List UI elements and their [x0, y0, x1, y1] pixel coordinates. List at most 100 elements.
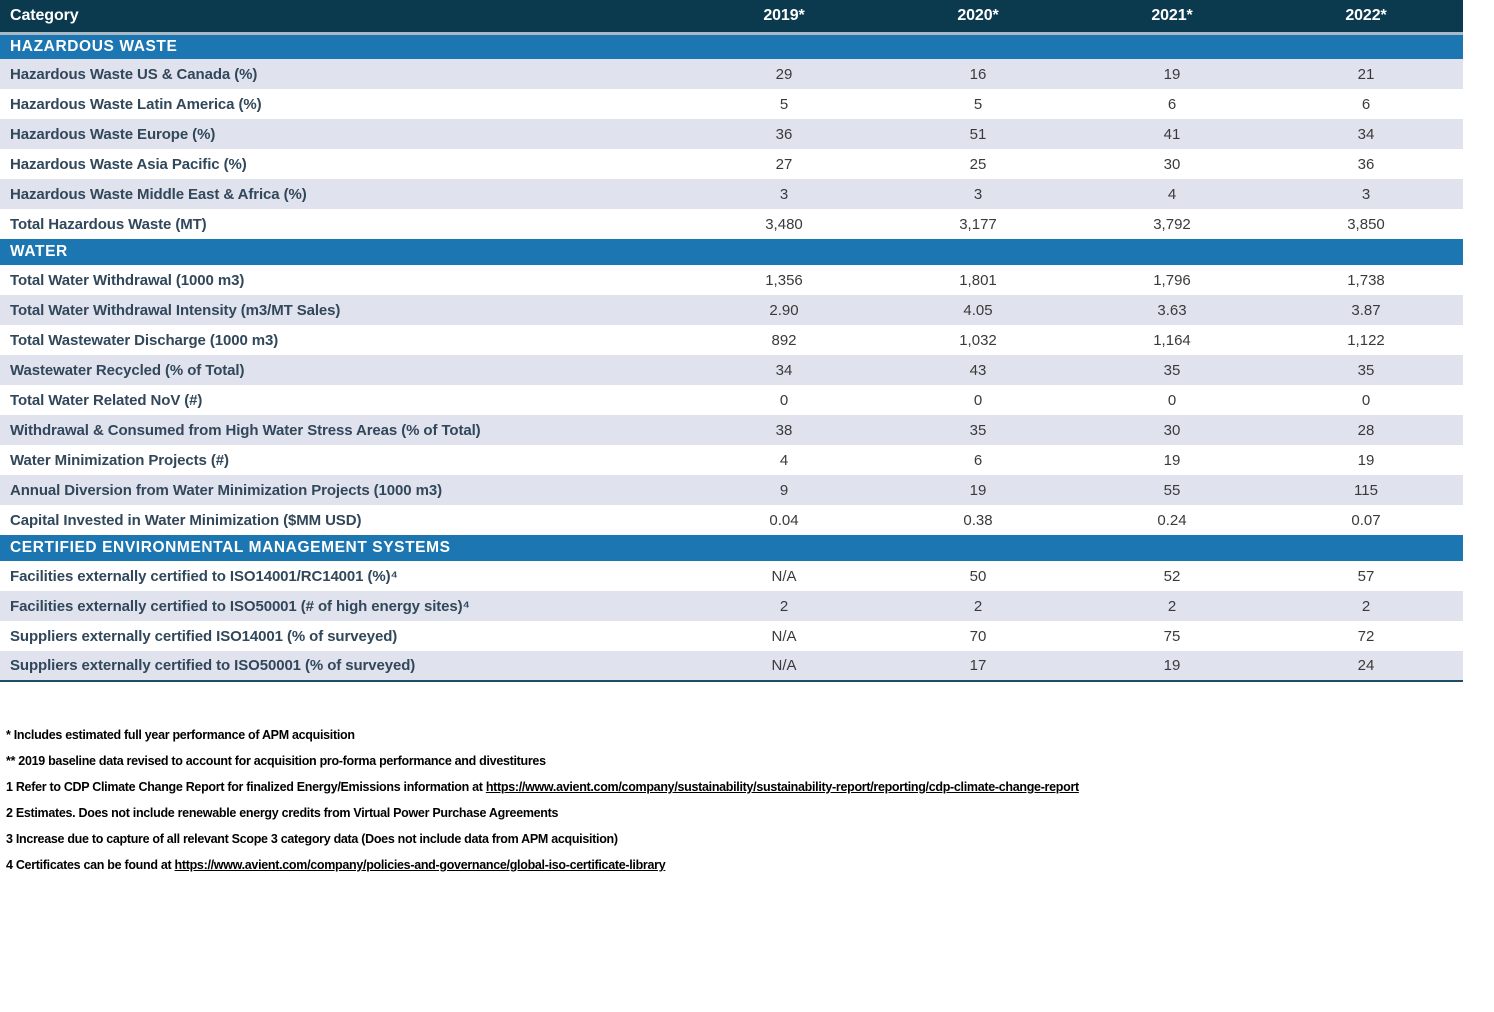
cell-value: 0 [1167, 391, 1177, 409]
table-row: Total Water Withdrawal Intensity (m3/MT … [0, 295, 1463, 325]
table-row: Hazardous Waste Middle East & Africa (%)… [0, 179, 1463, 209]
cell-value: 30 [1163, 421, 1181, 439]
cell-value: 0 [973, 391, 983, 409]
cell-value: 19 [1163, 657, 1181, 674]
cell-value: 0.07 [1351, 511, 1381, 529]
cell-value: N/A [771, 627, 797, 645]
table-row: Withdrawal & Consumed from High Water St… [0, 415, 1463, 445]
footnote-text: * Includes estimated full year performan… [6, 728, 355, 742]
cell-value: 0 [1361, 391, 1371, 409]
row-label: Withdrawal & Consumed from High Water St… [10, 421, 481, 439]
row-label: Suppliers externally certified to ISO500… [10, 657, 416, 674]
footnote: * Includes estimated full year performan… [6, 722, 1494, 748]
cell-value: N/A [771, 657, 797, 674]
row-label: Water Minimization Projects (#) [10, 451, 229, 469]
table-row: Hazardous Waste Europe (%) 36 51 41 34 [0, 119, 1463, 149]
section-title: CERTIFIED ENVIRONMENTAL MANAGEMENT SYSTE… [0, 535, 1463, 561]
table-row: Total Wastewater Discharge (1000 m3) 892 1… [0, 325, 1463, 355]
row-label: Suppliers externally certified ISO14001 … [10, 627, 398, 645]
footnote-text: 2 Estimates. Does not include renewable … [6, 806, 559, 820]
footnote-text: ** 2019 baseline data revised to account… [6, 754, 546, 768]
cell-value: 72 [1357, 627, 1375, 645]
cell-value: 5 [973, 95, 983, 113]
cell-value: 28 [1357, 421, 1375, 439]
row-label: Hazardous Waste US & Canada (%) [10, 65, 258, 83]
cell-value: 1,122 [1347, 331, 1385, 349]
cell-value: 9 [779, 481, 789, 499]
row-label: Total Water Withdrawal (1000 m3) [10, 271, 245, 289]
cell-value: 892 [771, 331, 797, 349]
cell-value: 57 [1357, 567, 1375, 585]
table-row: Hazardous Waste Latin America (%) 5 5 6 6 [0, 89, 1463, 119]
cell-value: 3,850 [1347, 215, 1385, 233]
row-label: Hazardous Waste Latin America (%) [10, 95, 262, 113]
cell-value: 1,356 [765, 271, 803, 289]
cell-value: 3 [973, 185, 983, 203]
cell-value: 51 [969, 125, 987, 143]
footnote: 4 Certificates can be found at https://w… [6, 852, 1494, 878]
cell-value: 2 [973, 597, 983, 615]
cell-value: 0.24 [1157, 511, 1187, 529]
table-row: Water Minimization Projects (#) 4 6 19 19 [0, 445, 1463, 475]
table-row: Annual Diversion from Water Minimization… [0, 475, 1463, 505]
cell-value: 43 [969, 361, 987, 379]
cell-value: 0.04 [769, 511, 799, 529]
cell-value: 2 [1361, 597, 1371, 615]
cell-value: 25 [969, 155, 987, 173]
cell-value: 36 [775, 125, 793, 143]
cell-value: 4 [779, 451, 789, 469]
cell-value: 1,032 [959, 331, 997, 349]
environmental-metrics-table: Category 2019* 2020* 2021* 2022* HAZARDO… [0, 0, 1463, 682]
cell-value: 1,796 [1153, 271, 1191, 289]
table-row: Facilities externally certified to ISO14… [0, 561, 1463, 591]
cell-value: 5 [779, 95, 789, 113]
section-title: WATER [0, 239, 1463, 265]
table-header-row: Category 2019* 2020* 2021* 2022* [0, 0, 1463, 35]
cell-value: 4 [1167, 185, 1177, 203]
cell-value: 30 [1163, 155, 1181, 173]
table-row: Suppliers externally certified ISO14001 … [0, 621, 1463, 651]
row-label: Total Water Withdrawal Intensity (m3/MT … [10, 301, 341, 319]
cell-value: 35 [969, 421, 987, 439]
cell-value: 19 [1357, 451, 1375, 469]
cell-value: 21 [1357, 65, 1375, 83]
row-label: Hazardous Waste Europe (%) [10, 125, 216, 143]
cell-value: 3.87 [1351, 301, 1381, 319]
footnote-text: 1 Refer to CDP Climate Change Report for… [6, 780, 486, 794]
footnote-link[interactable]: https://www.avient.com/company/policies-… [174, 858, 666, 872]
cell-value: 55 [1163, 481, 1181, 499]
table-row: Total Water Related NoV (#) 0 0 0 0 [0, 385, 1463, 415]
table-row: Total Water Withdrawal (1000 m3) 1,356 1,8… [0, 265, 1463, 295]
cell-value: 35 [1163, 361, 1181, 379]
cell-value: 1,801 [959, 271, 997, 289]
column-header-2019: 2019* [687, 0, 881, 35]
cell-value: 75 [1163, 627, 1181, 645]
table-row: Total Hazardous Waste (MT) 3,480 3,177 3,79… [0, 209, 1463, 239]
cell-value: 17 [969, 657, 987, 674]
column-header-category: Category [0, 0, 687, 35]
footnote-text: 3 Increase due to capture of all relevan… [6, 832, 618, 846]
column-header-2020: 2020* [881, 0, 1075, 35]
cell-value: 6 [1167, 95, 1177, 113]
cell-value: 0.38 [963, 511, 993, 529]
cell-value: 19 [969, 481, 987, 499]
cell-value: 4.05 [963, 301, 993, 319]
row-label: Total Hazardous Waste (MT) [10, 215, 207, 233]
cell-value: 3 [1361, 185, 1371, 203]
footnote-link[interactable]: https://www.avient.com/company/sustainab… [485, 780, 1079, 794]
cell-value: 38 [775, 421, 793, 439]
row-label: Hazardous Waste Middle East & Africa (%) [10, 185, 307, 203]
row-label: Wastewater Recycled (% of Total) [10, 361, 245, 379]
table-row: Hazardous Waste Asia Pacific (%) 27 25 30 36 [0, 149, 1463, 179]
table-row: Suppliers externally certified to ISO500… [0, 651, 1463, 681]
cell-value: 16 [969, 65, 987, 83]
footnote: 1 Refer to CDP Climate Change Report for… [6, 774, 1494, 800]
cell-value: 34 [1357, 125, 1375, 143]
cell-value: 19 [1163, 451, 1181, 469]
row-label: Capital Invested in Water Minimization (… [10, 511, 362, 529]
footnote: ** 2019 baseline data revised to account… [6, 748, 1494, 774]
cell-value: 36 [1357, 155, 1375, 173]
section-header-row: HAZARDOUS WASTE [0, 33, 1463, 59]
row-label: Total Wastewater Discharge (1000 m3) [10, 331, 279, 349]
